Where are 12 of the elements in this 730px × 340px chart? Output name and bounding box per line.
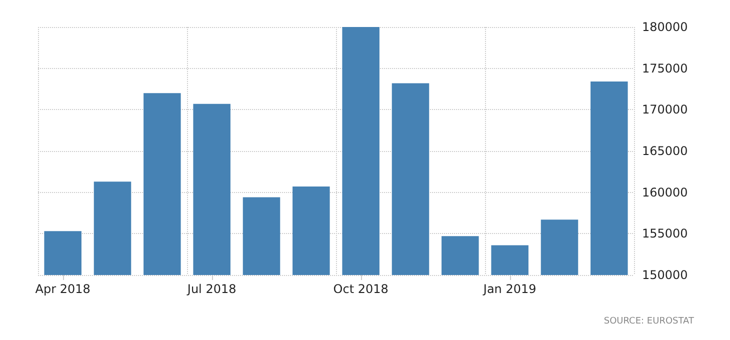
y-tick-label: 155000: [642, 226, 688, 241]
y-tick-label: 160000: [642, 185, 688, 200]
source-note: SOURCE: EUROSTAT: [604, 316, 695, 326]
x-tick-label: Jan 2019: [482, 282, 536, 296]
x-tick-label: Oct 2018: [333, 282, 388, 296]
x-tick-label: Jul 2018: [186, 282, 236, 296]
x-tick-label: Apr 2018: [35, 282, 90, 296]
y-tick-label: 165000: [642, 144, 688, 158]
y-tick-label: 180000: [642, 20, 688, 34]
y-tick-label: 175000: [642, 61, 688, 76]
y-tick-label: 170000: [642, 102, 688, 117]
y-tick-label: 150000: [642, 268, 688, 282]
